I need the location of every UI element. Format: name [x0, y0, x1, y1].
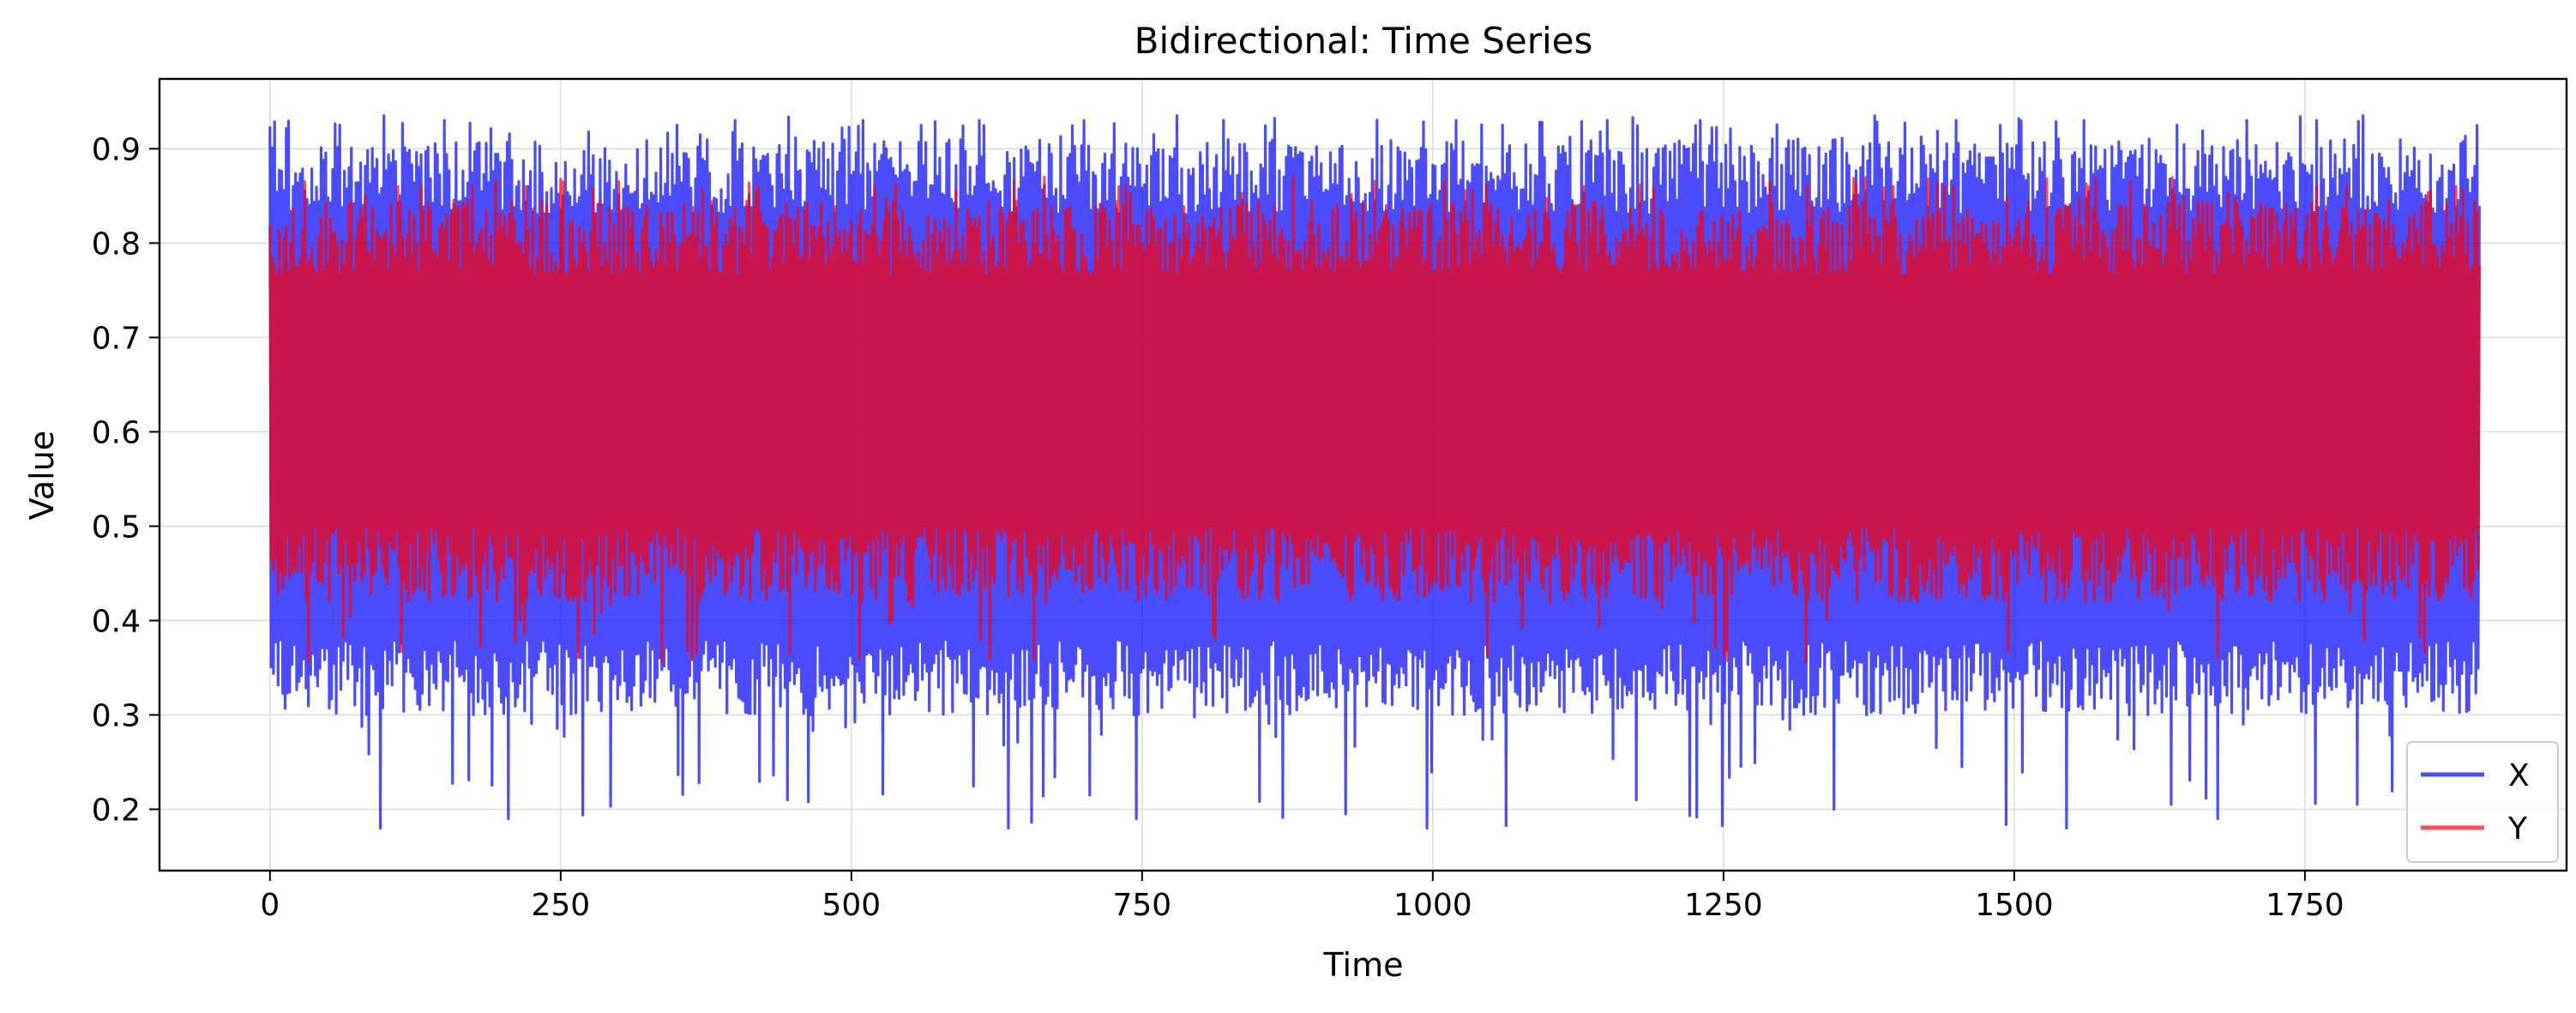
x-tick-label: 1000	[1393, 888, 1472, 923]
axes-frame	[158, 77, 2568, 872]
y-tick-label: 0.2	[92, 793, 141, 828]
x-tick-label: 500	[822, 888, 881, 923]
y-axis: 0.2 0.3 0.4 0.5 0.6 0.7 0.8 0.9	[92, 132, 159, 828]
x-tick-label: 1500	[1975, 888, 2054, 923]
series-line-y	[268, 175, 2481, 665]
x-axis: 0 250 500 750 1000 1250 1500 1750	[260, 871, 2344, 923]
x-tick-label: 0	[260, 888, 280, 923]
legend-box	[2406, 741, 2559, 863]
y-axis-label: Value	[23, 431, 61, 520]
x-tick-label: 1750	[2266, 888, 2344, 923]
y-tick-label: 0.7	[92, 321, 141, 356]
legend-label-x: X	[2508, 758, 2530, 793]
y-tick-label: 0.9	[92, 132, 141, 167]
x-tick-label: 250	[531, 888, 590, 923]
y-tick-label: 0.6	[92, 415, 141, 450]
y-tick-label: 0.4	[92, 604, 141, 639]
legend: XY	[2406, 741, 2559, 863]
y-tick-label: 0.5	[92, 510, 141, 545]
chart-title: Bidirectional: Time Series	[1135, 20, 1593, 62]
y-tick-label: 0.3	[92, 698, 141, 733]
x-tick-label: 1250	[1684, 888, 1763, 923]
x-axis-label: Time	[1323, 946, 1404, 984]
legend-label-y: Y	[2507, 811, 2528, 847]
y-tick-label: 0.8	[92, 226, 141, 262]
x-tick-label: 750	[1112, 888, 1171, 923]
plot-area	[268, 114, 2481, 830]
